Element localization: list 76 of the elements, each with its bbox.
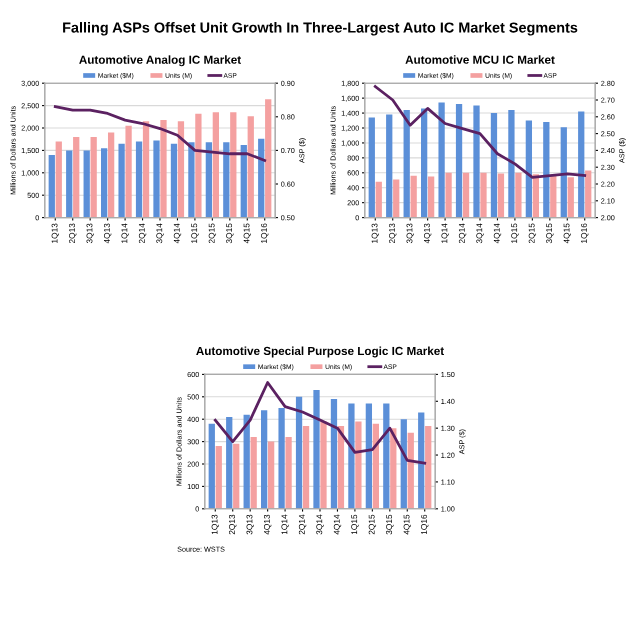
bar: [348, 403, 355, 509]
bar: [427, 176, 435, 218]
bar: [226, 416, 233, 509]
bar: [267, 441, 275, 509]
bar: [445, 172, 452, 218]
bar: [73, 136, 80, 218]
bar: [243, 414, 250, 509]
bar: [320, 421, 327, 509]
bar: [375, 181, 382, 218]
bar: [383, 403, 390, 509]
bar: [48, 154, 55, 218]
bar: [543, 122, 550, 218]
bar: [365, 403, 373, 509]
line-series: [213, 381, 427, 465]
bar: [265, 99, 272, 218]
bar: [223, 142, 230, 218]
bar: [261, 410, 268, 509]
bar: [188, 142, 195, 218]
bar: [313, 390, 320, 509]
bar: [578, 111, 585, 218]
bar: [355, 421, 362, 509]
bar: [425, 425, 432, 509]
bar: [83, 150, 90, 218]
bar: [560, 127, 567, 218]
bar: [410, 175, 417, 218]
bar: [212, 112, 219, 218]
bar: [403, 110, 410, 218]
bar: [135, 141, 143, 218]
bar: [90, 136, 97, 218]
bar: [295, 396, 303, 509]
bar: [462, 172, 470, 218]
bar: [515, 172, 522, 218]
bar: [177, 121, 185, 218]
bar: [421, 108, 428, 218]
bar: [142, 121, 150, 218]
bar: [473, 105, 480, 218]
bar: [195, 113, 202, 218]
bar: [101, 148, 108, 218]
bar: [208, 423, 215, 509]
bar: [205, 142, 213, 218]
bar: [480, 172, 487, 218]
bar: [160, 119, 167, 218]
bar: [567, 177, 574, 218]
bar: [497, 173, 505, 218]
bar: [170, 143, 178, 218]
bar: [215, 446, 222, 509]
bar: [258, 138, 265, 218]
bar: [585, 170, 592, 218]
bar: [230, 112, 237, 218]
bar: [153, 140, 160, 218]
bar: [66, 150, 73, 218]
bar: [285, 437, 292, 509]
bar: [233, 443, 240, 509]
bar: [525, 120, 533, 218]
line-series: [53, 105, 267, 162]
bar: [490, 113, 498, 218]
bar: [455, 104, 463, 218]
bar: [407, 432, 414, 509]
bar: [302, 425, 310, 509]
bar: [418, 412, 425, 509]
bar: [118, 143, 125, 218]
bar: [330, 399, 338, 509]
bar: [438, 102, 445, 218]
bar: [250, 437, 257, 509]
bar: [240, 145, 247, 218]
bar: [55, 141, 62, 218]
bar: [393, 179, 400, 218]
bar: [107, 132, 115, 218]
bar: [550, 175, 557, 218]
bar: [368, 117, 375, 218]
bar: [278, 408, 285, 509]
line-series: [373, 85, 587, 179]
bar: [508, 110, 515, 218]
bar: [247, 116, 254, 218]
bar: [386, 114, 393, 218]
bar: [125, 125, 132, 218]
